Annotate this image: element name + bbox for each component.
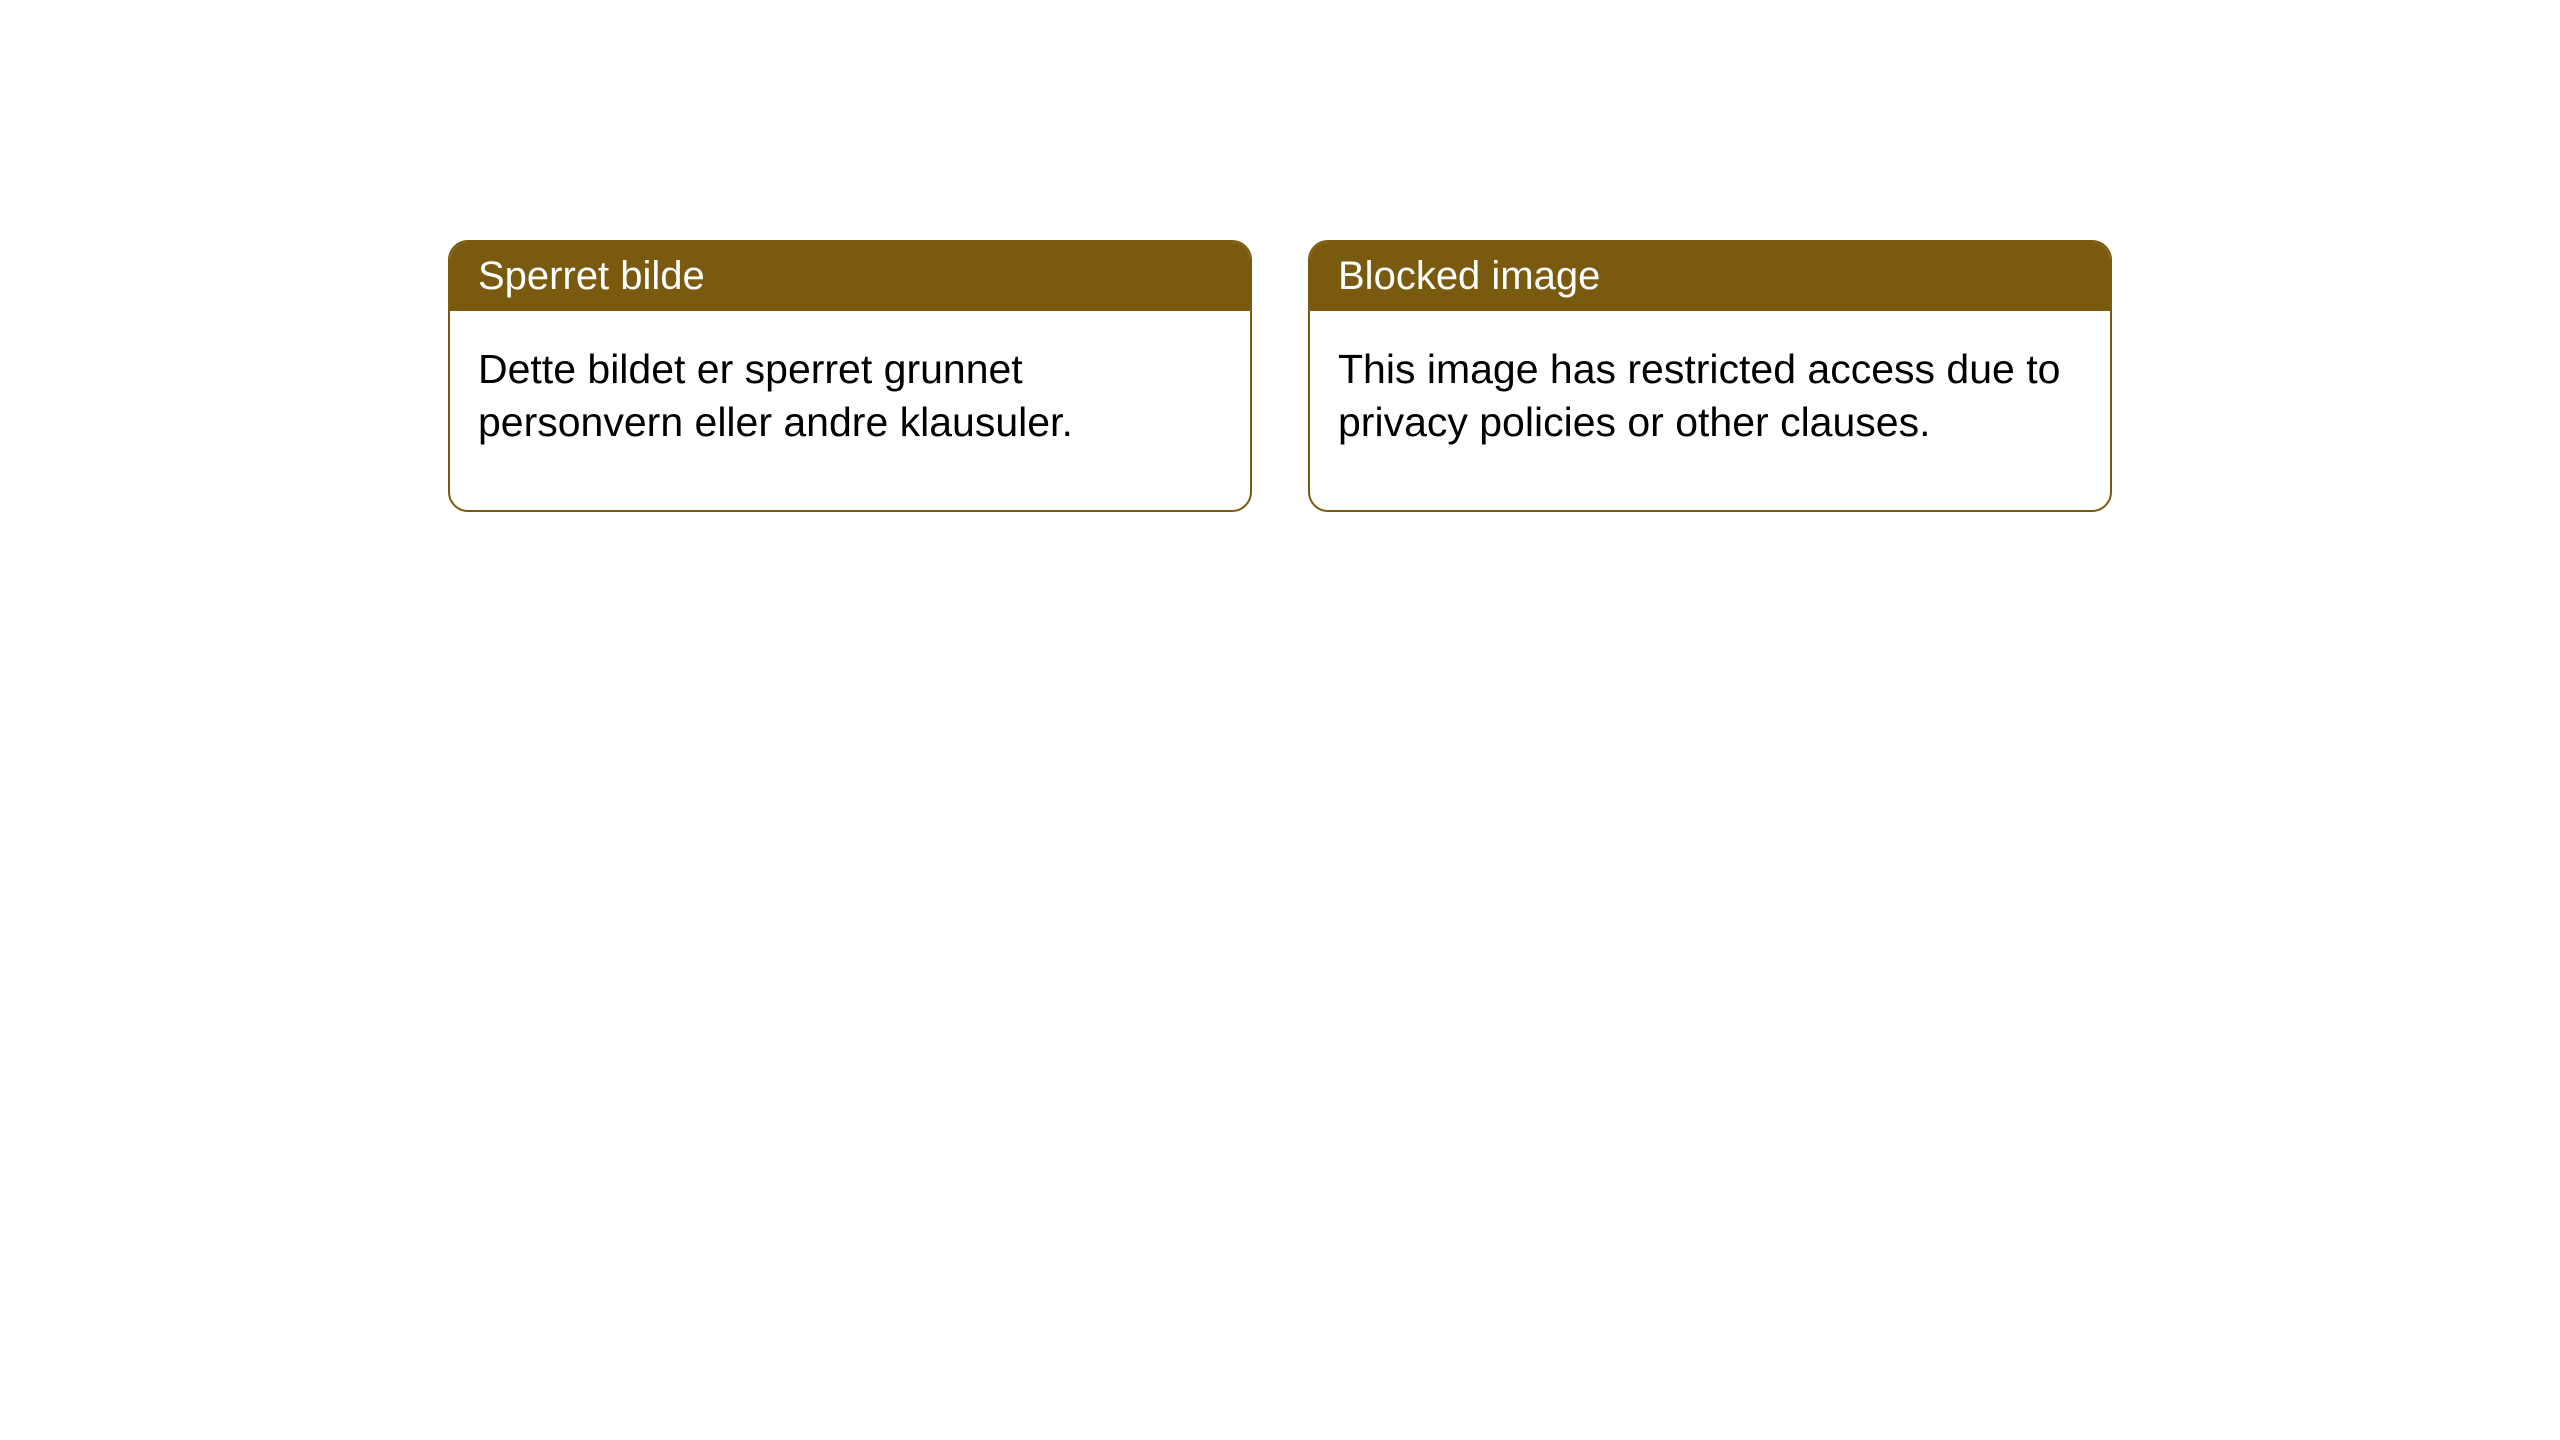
card-body: Dette bildet er sperret grunnet personve… [450, 311, 1250, 510]
card-body: This image has restricted access due to … [1310, 311, 2110, 510]
card-header: Blocked image [1310, 242, 2110, 311]
card-header: Sperret bilde [450, 242, 1250, 311]
cards-container: Sperret bilde Dette bildet er sperret gr… [0, 0, 2560, 512]
blocked-image-card-no: Sperret bilde Dette bildet er sperret gr… [448, 240, 1252, 512]
blocked-image-card-en: Blocked image This image has restricted … [1308, 240, 2112, 512]
